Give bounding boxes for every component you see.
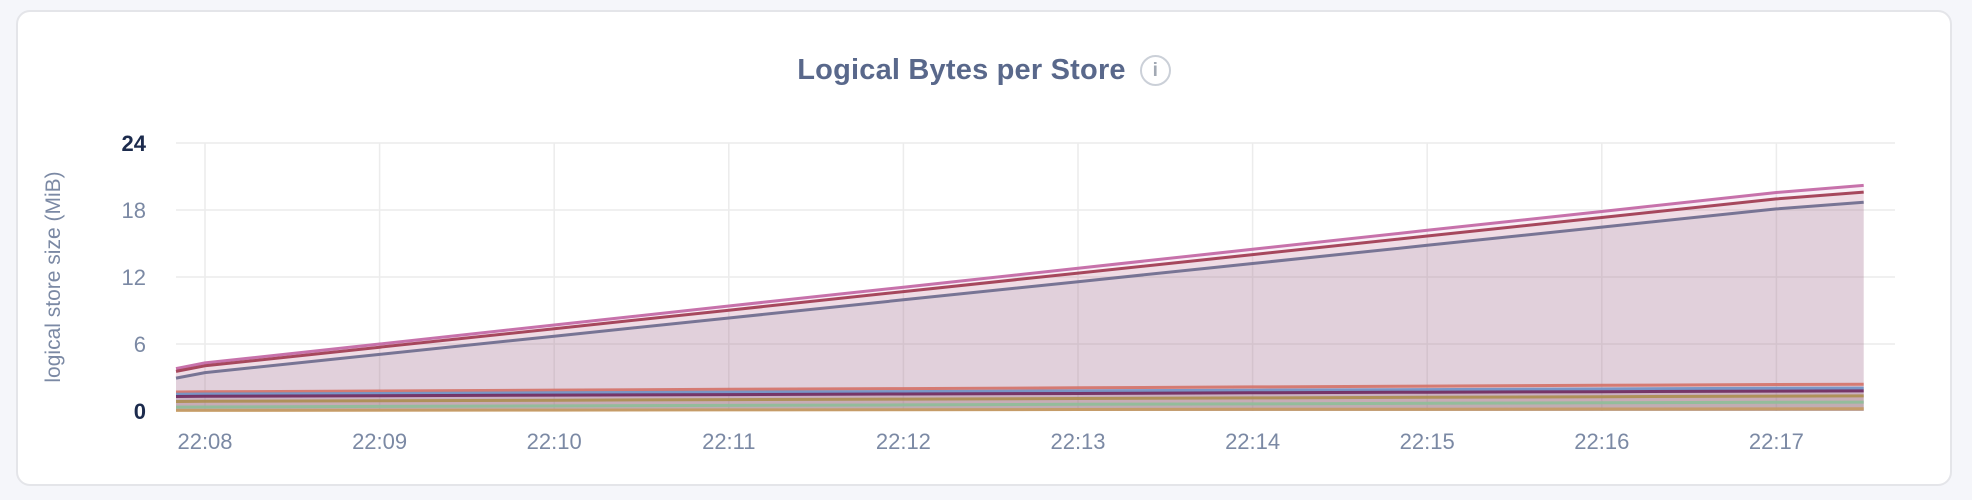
info-icon[interactable]: i	[1139, 55, 1171, 86]
series-line-series-8-green	[175, 400, 1864, 409]
x-tick-label: 22:10	[527, 429, 582, 454]
series-area-series-3-slate	[176, 202, 1864, 411]
y-tick-label: 18	[122, 198, 146, 223]
series-area-series-2-crimson	[176, 192, 1864, 411]
series-line-series-6-magenta	[175, 389, 1864, 398]
x-tick-label: 22:13	[1050, 429, 1105, 454]
x-tick-label: 22:14	[1225, 429, 1280, 454]
chart-title: Logical Bytes per Store	[797, 54, 1126, 86]
series-line-series-5-blue	[175, 386, 1864, 396]
info-icon-glyph: i	[1152, 60, 1158, 81]
y-tick-label: 6	[134, 332, 146, 357]
series-line-series-3-slate	[175, 200, 1864, 380]
series-line-series-1-orchid	[175, 183, 1864, 371]
series-line-series-7-khaki	[175, 394, 1864, 403]
x-tick-label: 22:16	[1574, 429, 1629, 454]
y-tick-label: 0	[134, 399, 146, 424]
y-axis-label-layer: logical store size (MiB)	[42, 171, 65, 382]
series-layer	[175, 183, 1864, 412]
chart-header: Logical Bytes per Store i	[18, 54, 1950, 87]
x-tick-layer: 22:08 22:09 22:10 22:11 22:12 22:13 22:14 22:15…	[177, 429, 1803, 454]
y-axis-title: logical store size (MiB)	[42, 171, 65, 382]
series-line-series-9-tan	[176, 407, 1864, 412]
x-tick-label: 22:17	[1749, 429, 1804, 454]
y-tick-layer: 24 18 12 6 0	[122, 131, 147, 424]
x-tick-label: 22:09	[352, 429, 407, 454]
x-tick-label: 22:08	[177, 429, 232, 454]
x-tick-label: 22:12	[876, 429, 931, 454]
series-area-series-1-orchid	[176, 185, 1864, 411]
x-tick-label: 22:15	[1400, 429, 1455, 454]
y-tick-label: 12	[122, 265, 146, 290]
x-tick-label: 22:11	[702, 429, 755, 454]
series-line-series-2-crimson	[175, 190, 1864, 373]
series-line-series-4-salmon	[175, 382, 1864, 394]
y-tick-label: 24	[122, 131, 147, 156]
